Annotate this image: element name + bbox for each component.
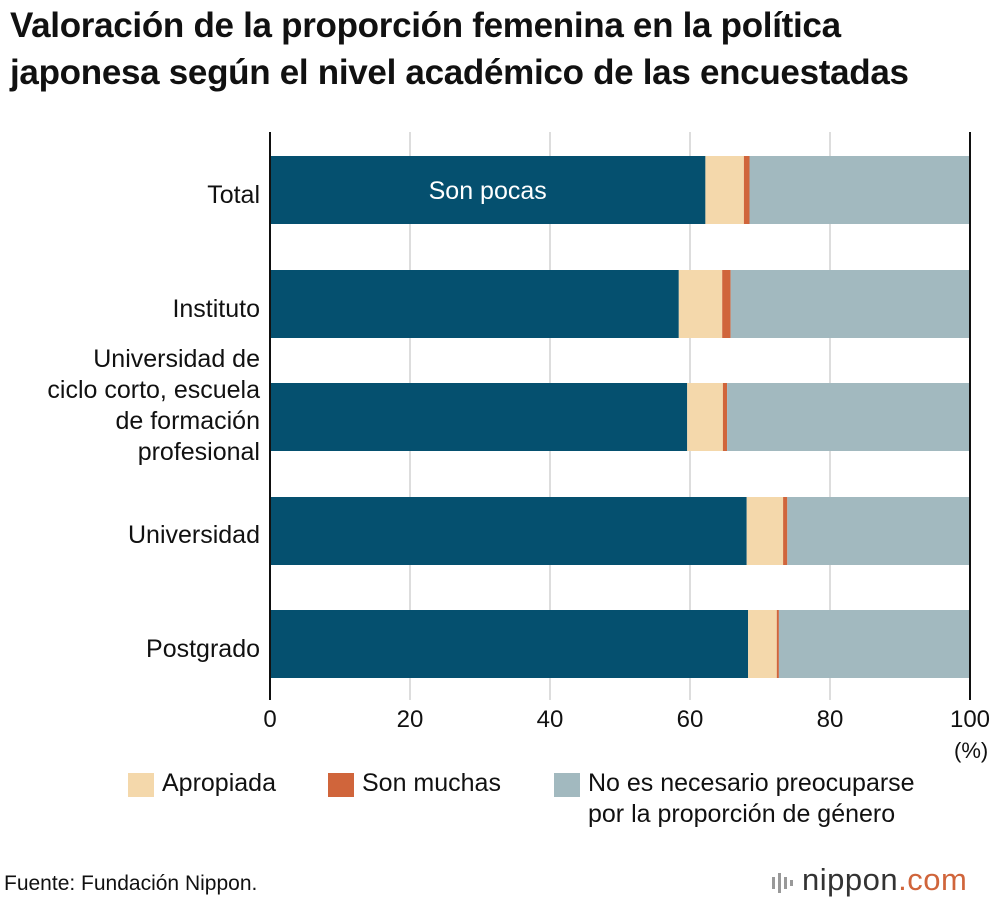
title-line-2: japonesa según el nivel académico de las… <box>10 53 909 92</box>
bar-apropiada-0 <box>705 156 744 224</box>
nippon-logo[interactable]: nippon.com <box>770 862 967 898</box>
category-label-postgrado: Postgrado <box>146 635 260 663</box>
bar-apropiada-3 <box>746 497 784 565</box>
bar-no-necesario-2 <box>727 383 970 451</box>
x-axis-unit: (%) <box>954 738 989 763</box>
x-tick-60: 60 <box>676 706 704 733</box>
bar-son-pocas-0 <box>270 156 706 224</box>
chart-title: Valoración de la proporción femenina en … <box>10 2 1000 96</box>
bar-son-pocas-3 <box>270 497 747 565</box>
x-tick-100: 100 <box>949 706 991 733</box>
legend-swatch-apropiada <box>128 773 154 797</box>
x-tick-80: 80 <box>816 706 844 733</box>
bar-son-pocas-2 <box>270 383 688 451</box>
logo-main-text: nippon <box>802 862 899 897</box>
bar-son-pocas-4 <box>270 610 749 678</box>
bar-apropiada-4 <box>748 610 777 678</box>
bar-inline-label: Son pocas <box>429 177 547 205</box>
x-tick-0: 0 <box>263 706 277 733</box>
bar-no-necesario-3 <box>787 497 970 565</box>
bar-apropiada-1 <box>678 270 723 338</box>
logo-suffix-text: .com <box>898 862 968 897</box>
bar-son-muchas-3 <box>783 497 788 565</box>
bar-no-necesario-1 <box>730 270 970 338</box>
bar-son-muchas-0 <box>743 156 750 224</box>
category-label-universidad: Universidad <box>127 521 260 549</box>
bar-son-muchas-2 <box>722 383 728 451</box>
bar-son-muchas-4 <box>776 610 779 678</box>
legend-swatch-son-muchas <box>328 773 354 797</box>
legend-swatch-no-necesario <box>554 773 580 797</box>
x-tick-40: 40 <box>536 706 564 733</box>
bar-no-necesario-4 <box>778 610 970 678</box>
category-label-universidad-ciclo-corto: Universidad de ciclo corto, escuela de f… <box>47 345 260 466</box>
category-label-total: Total <box>207 181 260 209</box>
bar-no-necesario-0 <box>749 156 970 224</box>
category-label-instituto: Instituto <box>172 295 260 323</box>
bar-apropiada-2 <box>687 383 723 451</box>
title-line-1: Valoración de la proporción femenina en … <box>10 6 841 45</box>
logo-bars-icon <box>772 872 793 893</box>
x-tick-20: 20 <box>396 706 424 733</box>
bar-son-muchas-1 <box>722 270 731 338</box>
source-note: Fuente: Fundación Nippon. <box>4 872 258 895</box>
bar-son-pocas-1 <box>270 270 679 338</box>
